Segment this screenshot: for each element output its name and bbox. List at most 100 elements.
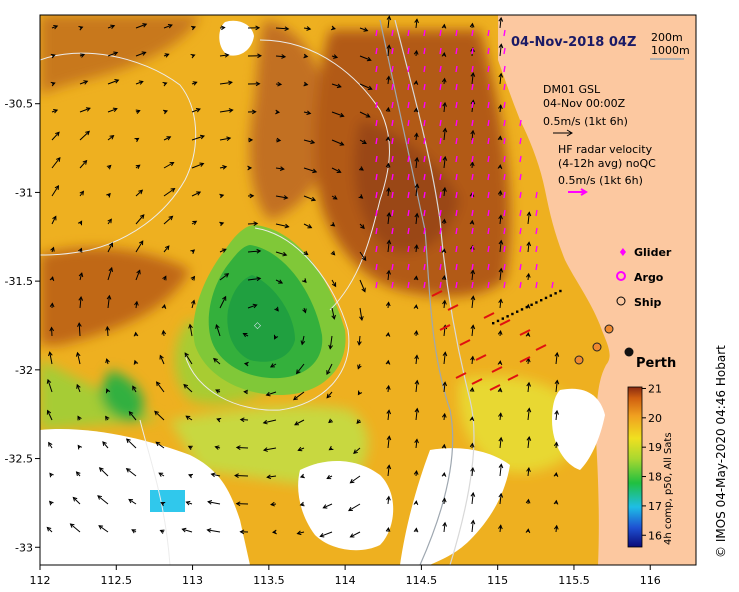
- hf-radar-arrow: [519, 119, 522, 127]
- model-arrow-head: [348, 506, 353, 512]
- model-arrow-head: [215, 389, 221, 394]
- model-arrow: [275, 279, 283, 284]
- ship-legend: Ship: [616, 296, 662, 309]
- x-tick-label: 113: [182, 574, 203, 587]
- hf-radar-arrow: [439, 155, 442, 163]
- hf-radar-arrow: [487, 65, 490, 73]
- model-arrow-head: [386, 187, 391, 193]
- model-arrow: [499, 268, 502, 281]
- model-arrow: [359, 279, 366, 292]
- ship-marker[interactable]: [574, 355, 584, 365]
- model-arrow-head: [46, 409, 52, 415]
- model-arrow-head: [441, 23, 447, 29]
- model-arrow: [499, 493, 502, 505]
- ship-marker[interactable]: [592, 342, 602, 352]
- model-arrow-head: [470, 491, 476, 497]
- model-arrow-head: [357, 340, 362, 346]
- model-arrow: [275, 167, 284, 170]
- model-arrow-head: [553, 499, 559, 505]
- model-arrow-head: [183, 383, 189, 389]
- hf-radar-arrow: [487, 29, 490, 37]
- model-arrow-head: [53, 109, 59, 114]
- hf-radar-arrow: [375, 227, 378, 235]
- hf-radar-arrow: [471, 191, 474, 199]
- model-arrow-head: [108, 266, 114, 272]
- y-tick-label: -31: [15, 186, 33, 199]
- hf-radar-arrow: [439, 101, 442, 109]
- hf-radar-arrow-strong: [499, 319, 511, 326]
- model-arrow-head: [271, 529, 277, 535]
- model-arrow-head: [302, 278, 307, 283]
- model-arrow: [387, 45, 390, 57]
- hf-radar-arrow: [423, 227, 426, 235]
- hf-radar-arrow: [455, 209, 458, 217]
- colorbar-tick-label: 21: [648, 382, 662, 395]
- model-arrow: [156, 381, 165, 393]
- model-arrow-head: [361, 256, 367, 262]
- glider-track-point: [544, 296, 548, 300]
- y-tick-label: -30.5: [5, 98, 33, 111]
- model-arrow-head: [164, 245, 170, 251]
- model-arrow: [387, 270, 390, 281]
- hf-radar-arrow: [391, 47, 394, 55]
- model-arrow-head: [219, 221, 225, 227]
- glider-track-point: [506, 315, 509, 318]
- model-arrow: [359, 55, 372, 61]
- model-arrow-head: [239, 417, 245, 423]
- hf-radar-arrow: [503, 281, 506, 289]
- model-arrow-head: [255, 81, 261, 87]
- hf-radar-arrow: [423, 173, 426, 181]
- model-arrow: [471, 356, 474, 365]
- model-arrow-head: [50, 81, 56, 87]
- hf-radar-arrow-strong: [535, 344, 547, 351]
- model-arrow-head: [167, 23, 173, 29]
- model-arrow-head: [105, 388, 111, 394]
- model-arrow-head: [525, 498, 531, 504]
- hf-radar-arrow: [375, 263, 378, 271]
- model-arrow-head: [221, 248, 227, 253]
- model-arrow: [415, 19, 418, 29]
- model-arrow-head: [357, 364, 362, 370]
- model-arrow-head: [255, 25, 261, 31]
- model-arrow: [47, 379, 53, 393]
- model-arrow-head: [525, 331, 531, 337]
- model-arrow-head: [138, 80, 144, 85]
- model-arrow: [499, 105, 502, 113]
- hf-radar-arrow: [471, 155, 474, 163]
- model-arrow-head: [328, 445, 334, 451]
- model-arrow: [471, 130, 474, 141]
- ship-marker[interactable]: [604, 324, 614, 334]
- model-arrow-head: [413, 330, 419, 335]
- model-arrow: [359, 111, 370, 118]
- model-arrow-head: [470, 324, 476, 330]
- hf-radar-arrow: [535, 263, 538, 271]
- hf-radar-arrow: [455, 47, 458, 55]
- model-arrow: [51, 131, 60, 141]
- model-arrow: [154, 411, 165, 421]
- model-arrow-head: [441, 497, 447, 503]
- model-arrow: [79, 80, 88, 85]
- model-arrow-head: [77, 444, 83, 450]
- model-arrow-head: [78, 26, 84, 31]
- x-tick-label: 112: [30, 574, 51, 587]
- model-arrow-head: [330, 222, 336, 227]
- model-arrow: [415, 408, 418, 421]
- glider-track-point: [511, 312, 514, 316]
- model-arrow-head: [385, 136, 391, 142]
- model-arrow: [499, 464, 502, 477]
- model-arrow-head: [284, 223, 290, 229]
- model-arrow-head: [141, 51, 147, 56]
- model-arrow-head: [56, 157, 61, 162]
- model-arrow: [163, 216, 173, 225]
- model-arrow-head: [188, 323, 193, 329]
- hf-radar-arrow: [391, 245, 394, 253]
- hf-radar-arrow: [423, 281, 426, 289]
- model-arrow-head: [252, 303, 258, 309]
- model-arrow-head: [442, 186, 447, 192]
- model-arrow: [163, 245, 170, 253]
- model-arrow-head: [49, 276, 55, 282]
- hf-radar-arrow-strong: [507, 374, 519, 381]
- model-arrow: [107, 135, 114, 141]
- model-arrow: [387, 76, 390, 85]
- model-arrow-head: [442, 521, 448, 527]
